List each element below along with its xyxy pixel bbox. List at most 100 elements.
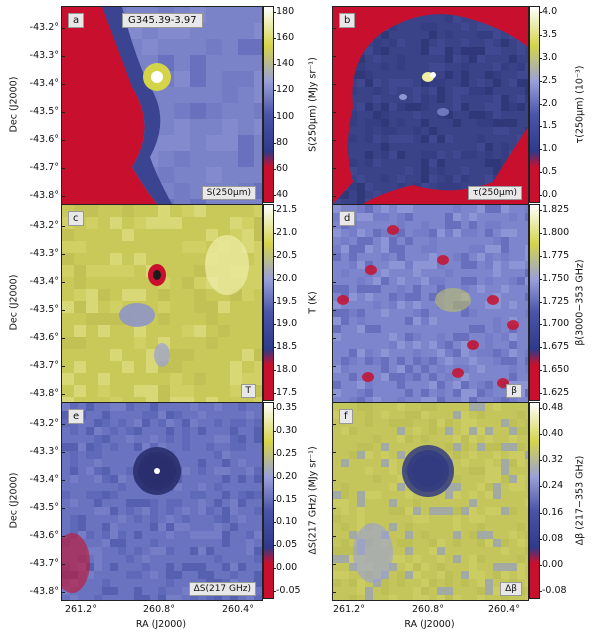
colorbar-tick-mark	[539, 278, 542, 280]
colorbar-tick: 1.700	[542, 318, 570, 330]
y-tick-label: -43.8°	[29, 586, 59, 597]
colorbar-tick-mark	[539, 460, 542, 462]
colorbar-tick: 120	[276, 84, 295, 96]
colorbar-tick-mark	[273, 591, 276, 592]
colorbar-tick-mark	[539, 512, 542, 514]
y-tick-label: -43.8°	[29, 388, 59, 399]
y-tick-mark	[332, 254, 336, 255]
y-tick-label: -43.2°	[29, 418, 59, 429]
panel-caption: β	[506, 384, 522, 398]
colorbar-tick: 1.5	[542, 120, 558, 132]
y-tick-mark	[332, 592, 336, 593]
colorbar-tick-mark	[539, 255, 542, 257]
colorbar-tick: 19.0	[276, 318, 298, 330]
colorbar-tick-mark	[273, 168, 276, 170]
colorbar-tick-mark	[273, 142, 276, 144]
colorbar-label: β(3000−353 GHz)	[574, 258, 586, 346]
y-tick-mark	[332, 508, 336, 509]
colorbar-tick-mark	[273, 64, 276, 66]
y-axis-label: Dec (J2000)	[8, 472, 20, 528]
colorbar-tick-mark	[273, 347, 276, 349]
colorbar-tick: 100	[276, 110, 295, 122]
colorbar-c	[263, 204, 274, 401]
colorbar-tick: 4.0	[542, 6, 558, 17]
colorbar-tick: 0.20	[276, 470, 298, 482]
x-axis-label: RA (J2000)	[404, 619, 455, 630]
y-tick-label: -43.7°	[29, 558, 59, 569]
x-tick-label: 260.4°	[488, 604, 520, 615]
y-tick-mark	[61, 282, 65, 283]
y-tick-mark	[61, 254, 65, 255]
colorbar-tick-mark	[539, 12, 542, 13]
x-tick-label: 260.4°	[222, 604, 254, 615]
y-tick-label: -43.3°	[29, 248, 59, 259]
colorbar-tick: 40	[276, 189, 289, 200]
colorbar-tick: 2.5	[542, 74, 558, 86]
colorbar-tick-mark	[539, 370, 542, 372]
y-tick-label: -43.3°	[29, 446, 59, 457]
y-tick-label: -43.6°	[29, 530, 59, 541]
y-tick-mark	[61, 84, 65, 85]
y-tick-label: -43.4°	[29, 474, 59, 485]
colorbar-tick: 2.0	[542, 97, 558, 109]
x-tick-label: 260.8°	[143, 604, 175, 615]
colorbar-tick: 18.0	[276, 364, 298, 376]
colorbar-tick-mark	[539, 408, 542, 409]
colorbar-tick: 21.5	[276, 204, 298, 215]
y-tick-mark	[332, 226, 336, 227]
heatmap-image	[62, 403, 262, 600]
colorbar-tick: 3.0	[542, 51, 558, 63]
colorbar-tick: 0.00	[542, 558, 564, 570]
colorbar-tick-mark	[539, 301, 542, 303]
y-tick-label: -43.7°	[29, 162, 59, 173]
colorbar-label: S(250μm) (MJy sr⁻¹)	[307, 56, 319, 152]
y-axis-label: Dec (J2000)	[8, 76, 20, 132]
colorbar-tick-mark	[539, 172, 542, 174]
y-tick-label: -43.4°	[29, 78, 59, 89]
colorbar-label: T (K)	[307, 290, 319, 314]
y-tick-mark	[61, 112, 65, 113]
colorbar-tick-mark	[273, 116, 276, 118]
panel-caption: Δβ	[500, 582, 522, 596]
y-tick-mark	[61, 564, 65, 565]
colorbar-tick-mark	[273, 255, 276, 257]
colorbar-tick: 3.5	[542, 28, 558, 40]
colorbar-tick: 0.30	[276, 424, 298, 436]
colorbar-tick-mark	[273, 476, 276, 478]
y-tick-mark	[61, 508, 65, 509]
y-tick-mark	[61, 196, 65, 197]
colorbar-tick: 0.08	[542, 532, 564, 544]
colorbar-tick: 1.650	[542, 364, 570, 376]
panel-letter: f	[339, 409, 353, 424]
colorbar-tick-mark	[273, 38, 276, 40]
colorbar-tick-mark	[539, 324, 542, 326]
y-tick-label: -43.6°	[29, 332, 59, 343]
y-tick-mark	[332, 282, 336, 283]
colorbar-tick: 0.48	[542, 402, 564, 413]
heatmap-image	[62, 205, 262, 402]
y-tick-mark	[332, 394, 336, 395]
colorbar-f	[529, 402, 540, 599]
colorbar-tick-mark	[273, 568, 276, 570]
colorbar-tick: 0.24	[542, 480, 564, 492]
colorbar-tick-mark	[539, 434, 542, 436]
colorbar-d	[529, 204, 540, 401]
y-tick-mark	[61, 310, 65, 311]
y-tick-label: -43.4°	[29, 276, 59, 287]
heatmap-image	[333, 403, 528, 600]
y-tick-mark	[61, 56, 65, 57]
y-tick-mark	[61, 366, 65, 367]
colorbar-tick: 17.5	[276, 387, 298, 398]
colorbar-tick-mark	[273, 453, 276, 455]
colorbar-tick: -0.08	[542, 585, 567, 596]
colorbar-tick: -0.05	[276, 585, 301, 596]
colorbar-label: ΔS(217 GHz) (MJy sr⁻¹)	[307, 445, 319, 555]
colorbar-tick: 0.25	[276, 447, 298, 459]
colorbar-tick: 0.40	[542, 428, 564, 440]
colorbar-tick-mark	[539, 232, 542, 234]
colorbar-tick-mark	[539, 591, 542, 592]
y-tick-mark	[61, 338, 65, 339]
x-tick-label: 261.2°	[65, 604, 97, 615]
colorbar-tick-mark	[539, 538, 542, 540]
colorbar-tick: 0.35	[276, 402, 298, 413]
